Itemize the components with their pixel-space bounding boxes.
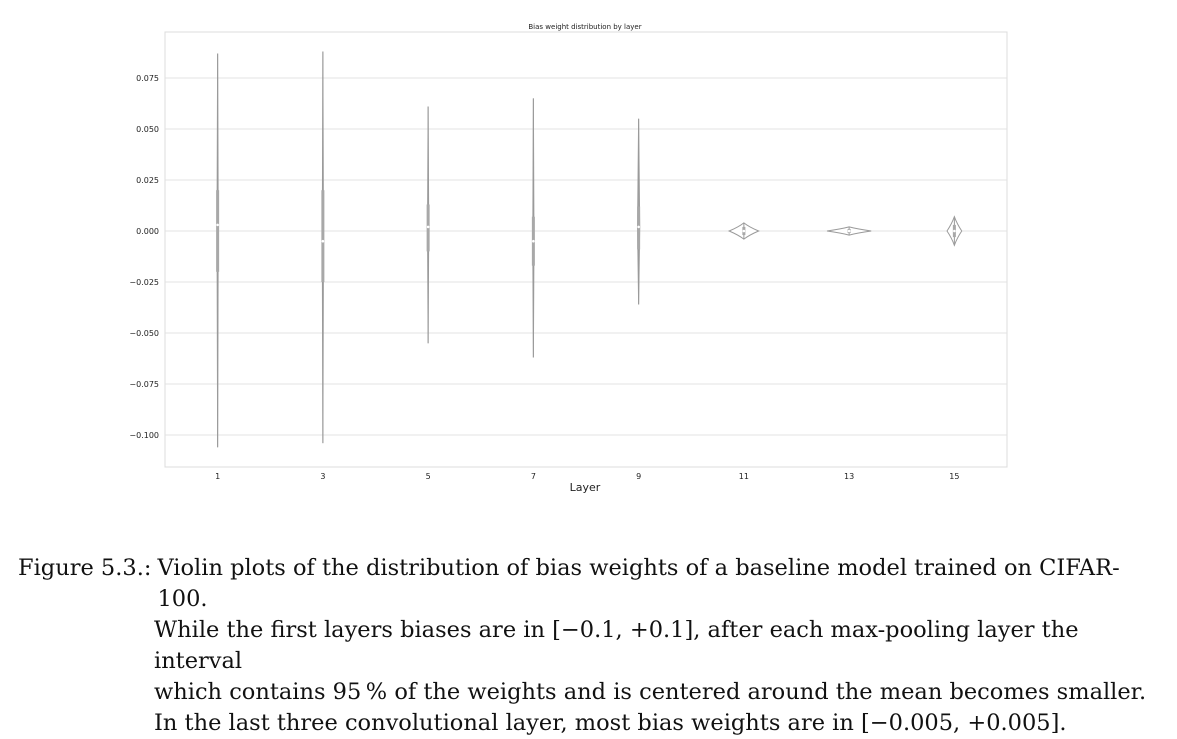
violin-median [216,223,219,227]
y-tick-label: 0.075 [136,74,159,83]
violin-layer-11 [727,222,760,240]
y-tick-label: 0.050 [136,125,159,134]
x-tick-label: 15 [949,472,959,481]
x-tick-label: 1 [215,472,220,481]
y-tick-label: 0.000 [136,227,159,236]
y-axis-ticks: 0.075 0.050 0.025 0.000 −0.025 −0.050 −0.075 −0… [129,74,159,440]
x-axis-ticks: 1 3 5 7 9 11 13 15 [215,472,959,481]
violin-chart: Bias weight distribution by layer 0.0750… [129,23,1008,494]
violin-median [532,239,535,243]
gridlines [165,77,1007,436]
violin-median [426,225,430,229]
x-tick-label: 5 [426,472,431,481]
caption-line-3: which contains 95 % of the weights and i… [154,679,1147,705]
x-tick-label: 11 [739,472,749,481]
y-tick-label: −0.050 [129,329,159,338]
x-tick-label: 7 [531,472,536,481]
violin-layer-13 [826,226,872,236]
violin-layer-9 [637,118,641,305]
caption-label: Figure 5.3.: [18,555,152,581]
violin-median [847,229,851,233]
violin-layer-1 [216,53,220,448]
figure-caption: Figure 5.3.: Violin plots of the distrib… [18,553,1168,739]
violin-iqr-box [216,190,220,272]
plot-frame [164,31,1008,468]
violin-layer-3 [321,51,325,444]
violin-iqr-box [321,190,325,282]
caption-line-2: While the first layers biases are in [−0… [154,617,1079,674]
caption-line-4: In the last three convolutional layer, m… [154,710,1067,736]
x-tick-label: 9 [636,472,641,481]
violin-median [953,229,956,233]
violin-layer-7 [531,98,535,358]
y-tick-label: 0.025 [136,176,159,185]
y-tick-label: −0.025 [129,278,159,287]
violins [216,51,963,448]
chart-figure: Bias weight distribution by layer 0.075 0… [129,23,1008,494]
violin-layer-5 [426,106,430,344]
y-tick-label: −0.100 [129,431,159,440]
caption-line-1: Violin plots of the distribution of bias… [157,555,1120,612]
chart-title: Bias weight distribution by layer [528,23,641,31]
violin-median [321,239,325,243]
violin-layer-15 [946,215,963,247]
x-tick-label: 13 [844,472,854,481]
violin-median [637,225,640,229]
y-tick-label: −0.075 [129,380,159,389]
x-axis-label: Layer [570,481,601,494]
violin-median [742,229,746,233]
x-tick-label: 3 [320,472,325,481]
